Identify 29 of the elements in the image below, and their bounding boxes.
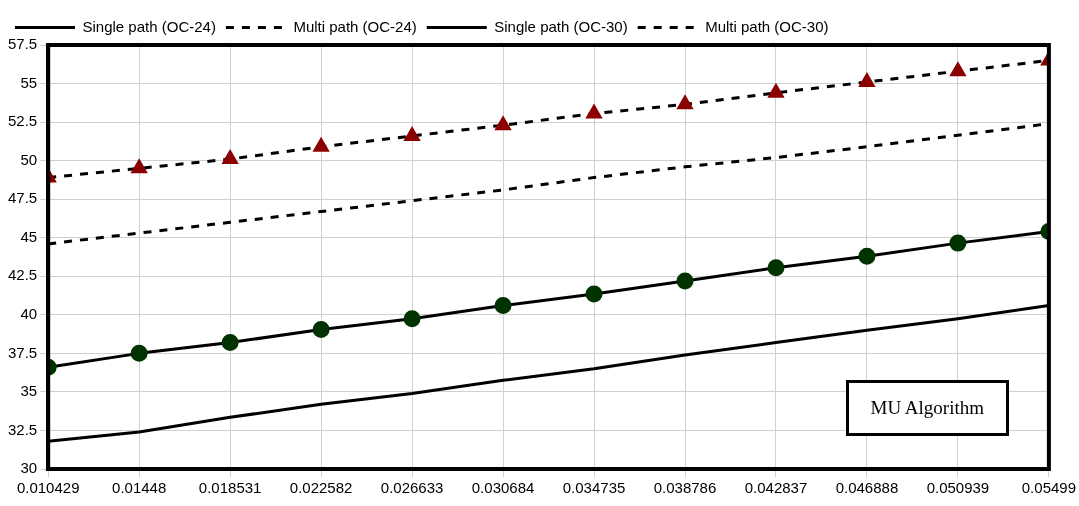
legend-label: Multi path (OC-24) xyxy=(293,17,417,35)
y-tick-label: 45 xyxy=(20,227,38,245)
y-tick-label: 37.5 xyxy=(7,343,38,361)
y-tick-label: 50 xyxy=(20,150,38,168)
x-tick-label: 0.022582 xyxy=(289,479,353,497)
x-tick-label: 0.046888 xyxy=(835,479,899,497)
y-tick-label: 35 xyxy=(20,382,38,400)
x-tick-label: 0.030684 xyxy=(471,479,535,497)
y-tick-label: 57.5 xyxy=(7,35,38,53)
x-tick-label: 0.050939 xyxy=(926,479,990,497)
y-tick-label: 30 xyxy=(20,459,38,477)
y-tick-label: 55 xyxy=(20,73,38,91)
x-tick-label: 0.05499 xyxy=(1021,479,1077,497)
y-tick-label: 47.5 xyxy=(7,189,38,207)
y-tick-label: 32.5 xyxy=(7,420,38,438)
annotation: MU Algorithm xyxy=(845,380,1009,436)
x-tick-label: 0.038786 xyxy=(653,479,717,497)
legend-label: Multi path (OC-30) xyxy=(705,17,829,35)
y-tick-label: 40 xyxy=(20,304,38,322)
x-tick-label: 0.01448 xyxy=(112,479,167,497)
y-tick-label: 42.5 xyxy=(7,266,38,284)
x-tick-label: 0.018531 xyxy=(198,479,262,497)
legend-label: Single path (OC-24) xyxy=(82,17,216,35)
x-tick-label: 0.026633 xyxy=(380,479,444,497)
x-tick-label: 0.010429 xyxy=(16,479,80,497)
legend-label: Single path (OC-30) xyxy=(494,17,628,35)
y-tick-label: 52.5 xyxy=(7,112,38,130)
x-tick-label: 0.034735 xyxy=(562,479,626,497)
x-tick-label: 0.042837 xyxy=(744,479,808,497)
